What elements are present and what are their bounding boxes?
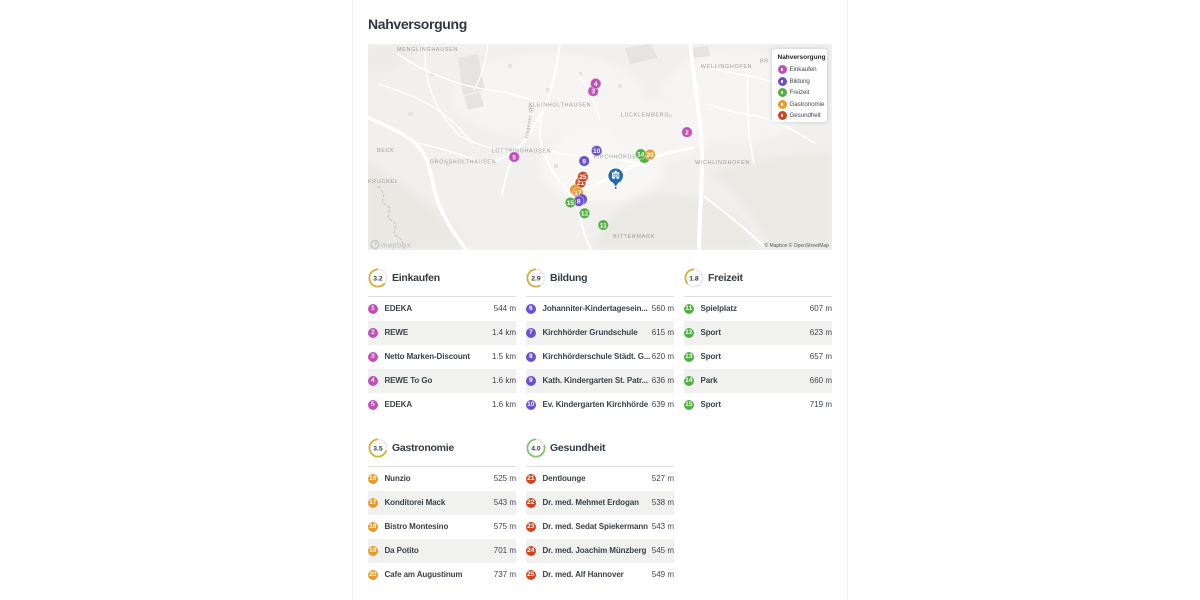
svg-text:BR: BR [760, 59, 769, 65]
svg-text:LÖTTRINGHAUSEN: LÖTTRINGHAUSEN [492, 148, 552, 155]
svg-text:KIRCHHÖRDE: KIRCHHÖRDE [593, 154, 636, 161]
svg-text:LÜCKLEMBERG: LÜCKLEMBERG [621, 112, 669, 119]
svg-text:9: 9 [582, 158, 586, 165]
svg-text:WELLINGHOFEN: WELLINGHOFEN [701, 64, 753, 70]
svg-text:GROSSHOLTHAUSEN: GROSSHOLTHAUSEN [430, 160, 496, 166]
svg-text:17: 17 [574, 190, 582, 197]
svg-text:20: 20 [646, 152, 654, 159]
svg-text:5: 5 [512, 154, 516, 161]
svg-text:15: 15 [567, 200, 575, 207]
svg-text:WICHLINGHOFEN: WICHLINGHOFEN [695, 160, 750, 166]
svg-text:BITTERMARK: BITTERMARK [613, 234, 655, 240]
svg-text:8: 8 [577, 199, 581, 206]
svg-text:3.2: 3.2 [373, 275, 383, 282]
svg-text:KRUCKEL: KRUCKEL [368, 179, 398, 185]
svg-text:10: 10 [593, 148, 601, 155]
svg-text:© Mapbox © OpenStreetMap: © Mapbox © OpenStreetMap [764, 242, 829, 249]
svg-text:11: 11 [600, 222, 607, 229]
svg-text:MENGLINGHAUSEN: MENGLINGHAUSEN [397, 47, 458, 53]
svg-text:14: 14 [637, 151, 645, 158]
svg-text:4: 4 [594, 81, 598, 88]
svg-text:1.8: 1.8 [689, 275, 699, 282]
svg-text:12: 12 [581, 211, 589, 218]
svg-text:25: 25 [579, 174, 587, 181]
svg-text:3: 3 [591, 89, 595, 96]
svg-text:BECK: BECK [377, 148, 394, 154]
svg-text:3.5: 3.5 [373, 445, 383, 452]
svg-text:mapbox: mapbox [381, 241, 412, 250]
svg-text:KLEINHOLTHAUSEN: KLEINHOLTHAUSEN [529, 103, 592, 109]
svg-text:4.0: 4.0 [531, 445, 541, 452]
svg-text:2: 2 [685, 130, 689, 137]
svg-text:2.9: 2.9 [531, 275, 541, 282]
svg-text:21: 21 [577, 180, 585, 187]
